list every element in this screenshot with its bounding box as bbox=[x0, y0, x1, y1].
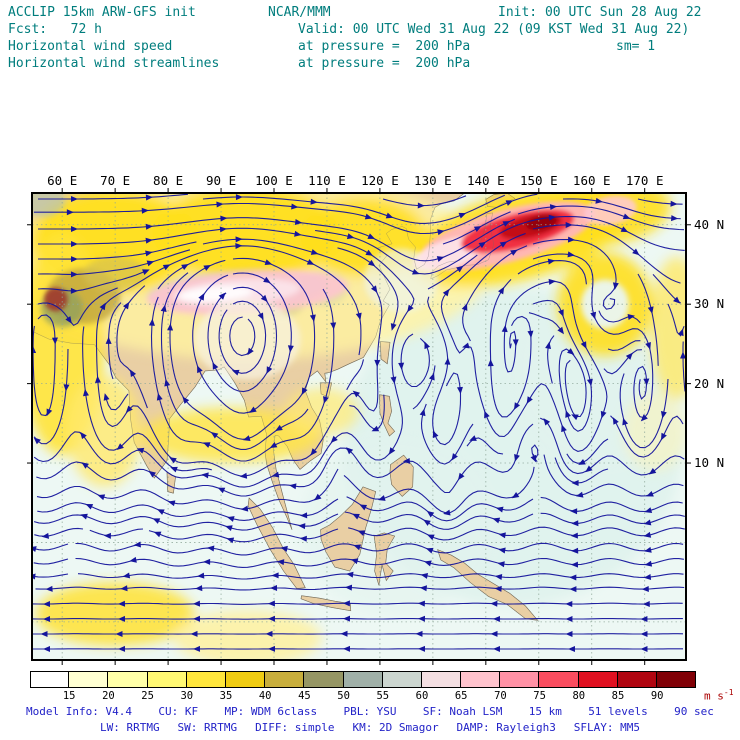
field1-label: Horizontal wind speed bbox=[8, 39, 173, 54]
lat-tick-label: 40 N bbox=[694, 216, 725, 232]
model-info-item: SW: RRTMG bbox=[177, 721, 238, 734]
model-info-item: 51 levels bbox=[588, 705, 648, 718]
colorbar-unit-label: m s-1 bbox=[704, 688, 734, 703]
lon-tick-label: 150 E bbox=[519, 173, 558, 188]
unit-main: m s bbox=[704, 689, 724, 703]
colorbar-cell bbox=[186, 671, 226, 688]
colorbar-level-label: 45 bbox=[298, 690, 311, 702]
model-info-item: DAMP: Rayleigh3 bbox=[456, 721, 556, 734]
colorbar-level-label: 35 bbox=[219, 690, 233, 702]
model-info-item: KM: 2D Smagor bbox=[352, 721, 439, 734]
model-info-line2: LW: RRTMG SW: RRTMG DIFF: simple KM: 2D Sma… bbox=[100, 721, 640, 734]
model-info-item: 90 sec bbox=[674, 705, 714, 718]
colorbar-cell bbox=[500, 671, 540, 688]
field1-level: at pressure = 200 hPa bbox=[298, 39, 471, 54]
colorbar-cell bbox=[69, 671, 109, 688]
lon-tick-label: 90 E bbox=[205, 173, 237, 188]
lon-tick-label: 130 E bbox=[414, 173, 452, 188]
lon-tick-label: 70 E bbox=[100, 173, 131, 188]
forecast-hour: Fcst: 72 h bbox=[8, 22, 102, 37]
streamline-arrows-layer bbox=[32, 194, 686, 653]
lon-tick-label: 160 E bbox=[572, 173, 611, 188]
colorbar-level-label: 25 bbox=[141, 690, 154, 702]
smoothing-label: sm= 1 bbox=[616, 39, 656, 54]
colorbar-level-label: 85 bbox=[611, 690, 625, 702]
lon-tick-label: 60 E bbox=[47, 173, 78, 188]
model-title: ACCLIP 15km ARW-GFS init bbox=[8, 5, 196, 20]
model-info-item: PBL: YSU bbox=[343, 705, 397, 718]
colorbar-cell bbox=[108, 671, 148, 688]
model-info-item: DIFF: simple bbox=[255, 721, 335, 734]
map-frame bbox=[31, 192, 687, 661]
lon-tick-label: 140 E bbox=[467, 173, 505, 188]
center-name: NCAR/MMM bbox=[268, 5, 331, 20]
colorbar-level-label: 80 bbox=[572, 690, 586, 702]
model-info-item: SF: Noah LSM bbox=[422, 705, 503, 718]
wind-map bbox=[27, 188, 691, 665]
streamlines-layer bbox=[32, 193, 686, 650]
lat-tick-label: 20 N bbox=[694, 375, 725, 391]
colorbar-labels: 15 20 25 30 35 40 45 50 55 60 65 70 75 80 85 90 bbox=[0, 690, 740, 702]
tick-marks bbox=[27, 188, 691, 665]
wind-map-canvas bbox=[27, 188, 691, 665]
colorbar-level-label: 30 bbox=[180, 690, 194, 702]
model-info-item: Model Info: V4.4 bbox=[26, 705, 132, 718]
field2-level: at pressure = 200 hPa bbox=[298, 56, 471, 71]
model-info-item: LW: RRTMG bbox=[100, 721, 160, 734]
lon-tick-label: 120 E bbox=[361, 173, 399, 188]
colorbar-cell bbox=[657, 671, 697, 688]
colorbar-level-label: 40 bbox=[258, 690, 272, 702]
colorbar-level-label: 65 bbox=[454, 690, 468, 702]
unit-sup: -1 bbox=[723, 688, 734, 697]
lon-tick-label: 80 E bbox=[153, 173, 184, 188]
colorbar-cell bbox=[539, 671, 579, 688]
lon-tick-label: 110 E bbox=[308, 173, 346, 188]
graticule-layer bbox=[32, 193, 686, 660]
colorbar bbox=[30, 671, 697, 688]
model-info-item: SFLAY: MM5 bbox=[573, 721, 640, 734]
colorbar-cell bbox=[421, 671, 462, 688]
colorbar-cell bbox=[617, 671, 657, 688]
valid-time: Valid: 00 UTC Wed 31 Aug 22 (09 KST Wed … bbox=[298, 22, 690, 37]
lat-tick-label: 10 N bbox=[694, 455, 725, 471]
colorbar-level-label: 90 bbox=[650, 690, 664, 702]
colorbar-level-label: 20 bbox=[102, 690, 115, 702]
model-info-item: CU: KF bbox=[158, 705, 199, 718]
init-time: Init: 00 UTC Sun 28 Aug 22 bbox=[498, 5, 702, 20]
colorbar-level-label: 55 bbox=[376, 690, 390, 702]
field2-label: Horizontal wind streamlines bbox=[8, 56, 220, 71]
map-layers bbox=[32, 193, 686, 660]
model-info-item: MP: WDM 6class bbox=[224, 705, 318, 718]
lat-tick-label: 30 N bbox=[694, 296, 725, 312]
colorbar-cell bbox=[343, 671, 383, 688]
colorbar-cell bbox=[382, 671, 422, 688]
colorbar-cell bbox=[304, 671, 344, 688]
colorbar-level-label: 50 bbox=[337, 690, 350, 702]
lon-tick-label: 100 E bbox=[255, 173, 293, 188]
colorbar-cell bbox=[147, 671, 187, 688]
lon-tick-label: 170 E bbox=[625, 173, 664, 188]
colorbar-cell bbox=[30, 671, 70, 688]
model-info-line1: Model Info: V4.4 CU: KF MP: WDM 6class PBL:… bbox=[26, 705, 714, 718]
colorbar-cell bbox=[225, 671, 266, 688]
colorbar-level-label: 70 bbox=[494, 690, 507, 702]
colorbar-cell bbox=[578, 671, 618, 688]
colorbar-level-label: 60 bbox=[415, 690, 429, 702]
colorbar-level-label: 15 bbox=[62, 690, 76, 702]
model-info-item: 15 km bbox=[528, 705, 562, 718]
colorbar-cell bbox=[265, 671, 305, 688]
colorbar-cell bbox=[461, 671, 501, 688]
colorbar-level-label: 75 bbox=[533, 690, 546, 702]
